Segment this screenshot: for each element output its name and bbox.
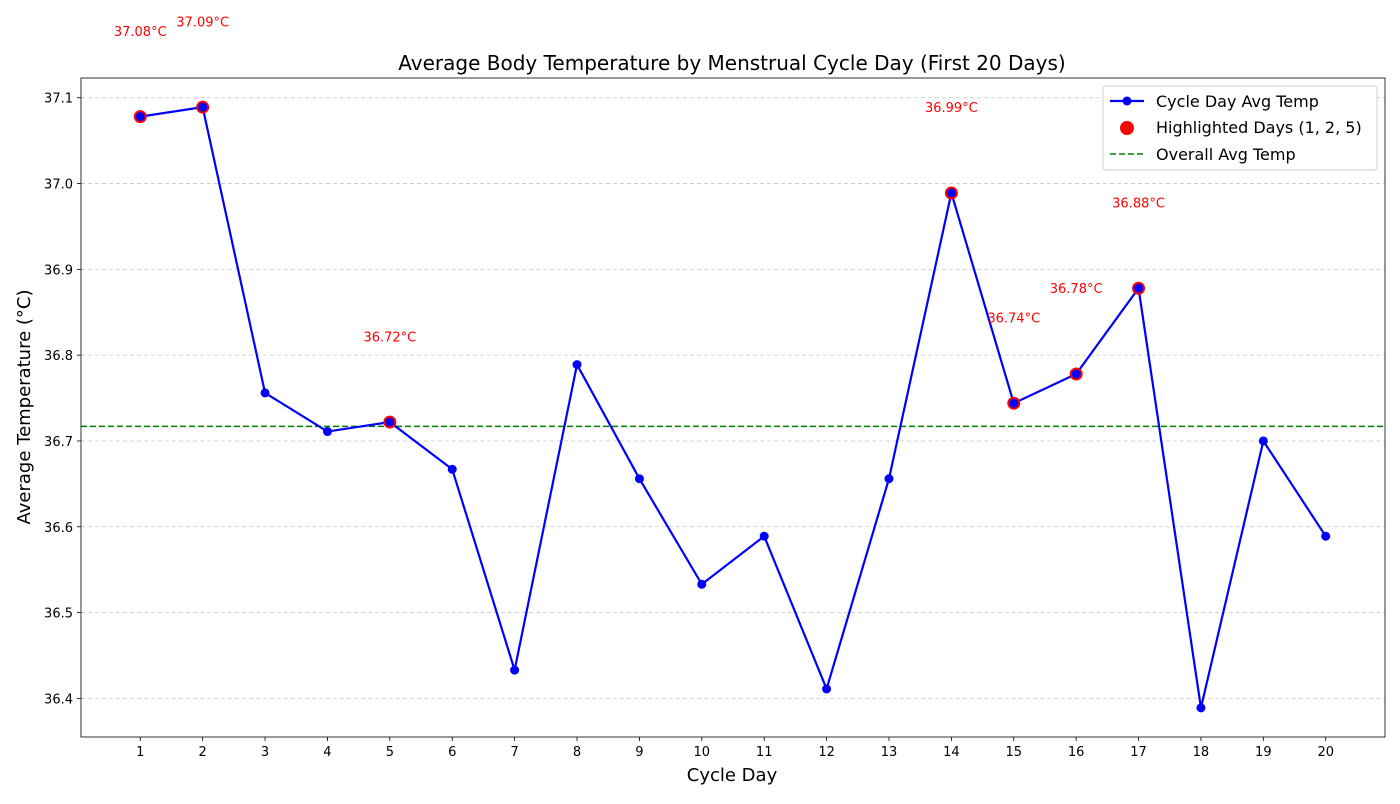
legend: Cycle Day Avg Temp Highlighted Days (1, 2… xyxy=(1102,85,1378,171)
x-tick-label: 2 xyxy=(199,745,207,760)
data-point xyxy=(634,474,644,484)
x-tick-label: 7 xyxy=(510,745,518,760)
y-tick-label: 36.4 xyxy=(44,692,73,707)
x-tick-label: 9 xyxy=(635,745,643,760)
data-point xyxy=(1009,398,1019,408)
y-axis-label: Average Temperature (°C) xyxy=(14,290,35,525)
x-tick-label: 4 xyxy=(323,745,331,760)
data-point xyxy=(135,112,145,122)
data-point xyxy=(1321,531,1331,541)
data-point xyxy=(946,188,956,198)
data-point xyxy=(759,531,769,541)
annotation-label: 36.72°C xyxy=(363,330,416,345)
legend-label-overall: Overall Avg Temp xyxy=(1156,145,1296,164)
data-point xyxy=(260,388,270,398)
x-axis-label: Cycle Day xyxy=(687,765,778,786)
data-point xyxy=(572,360,582,370)
y-tick-label: 36.8 xyxy=(44,349,73,364)
y-tick-label: 37.0 xyxy=(44,178,73,193)
data-point xyxy=(385,417,395,427)
legend-marker-swatch xyxy=(1122,96,1132,106)
x-tick-label: 19 xyxy=(1255,745,1272,760)
data-point xyxy=(1134,283,1144,293)
axes-frame xyxy=(80,77,1386,738)
x-tick-label: 3 xyxy=(261,745,269,760)
y-tick-label: 36.9 xyxy=(44,263,73,278)
data-point xyxy=(510,665,520,675)
legend-box xyxy=(1102,85,1378,171)
x-tick-label: 14 xyxy=(943,745,960,760)
data-point xyxy=(1196,703,1206,713)
x-tick-label: 8 xyxy=(573,745,581,760)
data-point xyxy=(322,427,332,437)
y-tick-label: 37.1 xyxy=(44,92,73,107)
annotation-label: 37.09°C xyxy=(176,15,229,30)
annotation-label: 36.74°C xyxy=(987,311,1040,326)
x-tick-label: 13 xyxy=(881,745,898,760)
annotation-label: 37.08°C xyxy=(114,25,167,40)
series-line xyxy=(140,105,1327,709)
annotation-label: 36.88°C xyxy=(1112,196,1165,211)
data-point xyxy=(884,474,894,484)
data-point xyxy=(1071,369,1081,379)
x-tick-label: 12 xyxy=(818,745,835,760)
x-tick-label: 15 xyxy=(1005,745,1022,760)
y-tick-label: 36.5 xyxy=(44,607,73,622)
annotation-label: 36.99°C xyxy=(925,101,978,116)
data-point xyxy=(198,102,208,112)
x-tick-label: 16 xyxy=(1068,745,1085,760)
x-tick-label: 20 xyxy=(1317,745,1334,760)
x-tick-label: 1 xyxy=(136,745,144,760)
data-point xyxy=(822,684,832,694)
x-tick-label: 10 xyxy=(694,745,711,760)
y-tick-label: 36.7 xyxy=(44,435,73,450)
x-tick-label: 11 xyxy=(756,745,773,760)
data-point xyxy=(697,579,707,589)
data-point xyxy=(1258,436,1268,446)
legend-label-series: Cycle Day Avg Temp xyxy=(1156,92,1319,111)
x-tick-label: 5 xyxy=(386,745,394,760)
y-tick-label: 36.6 xyxy=(44,521,73,536)
legend-label-highlighted: Highlighted Days (1, 2, 5) xyxy=(1156,118,1362,137)
x-tick-label: 6 xyxy=(448,745,456,760)
legend-scatter-swatch xyxy=(1120,121,1134,135)
chart-title: Average Body Temperature by Menstrual Cy… xyxy=(398,51,1065,75)
annotation-label: 36.78°C xyxy=(1050,282,1103,297)
data-point xyxy=(447,464,457,474)
x-tick-label: 18 xyxy=(1193,745,1210,760)
x-tick-label: 17 xyxy=(1130,745,1147,760)
